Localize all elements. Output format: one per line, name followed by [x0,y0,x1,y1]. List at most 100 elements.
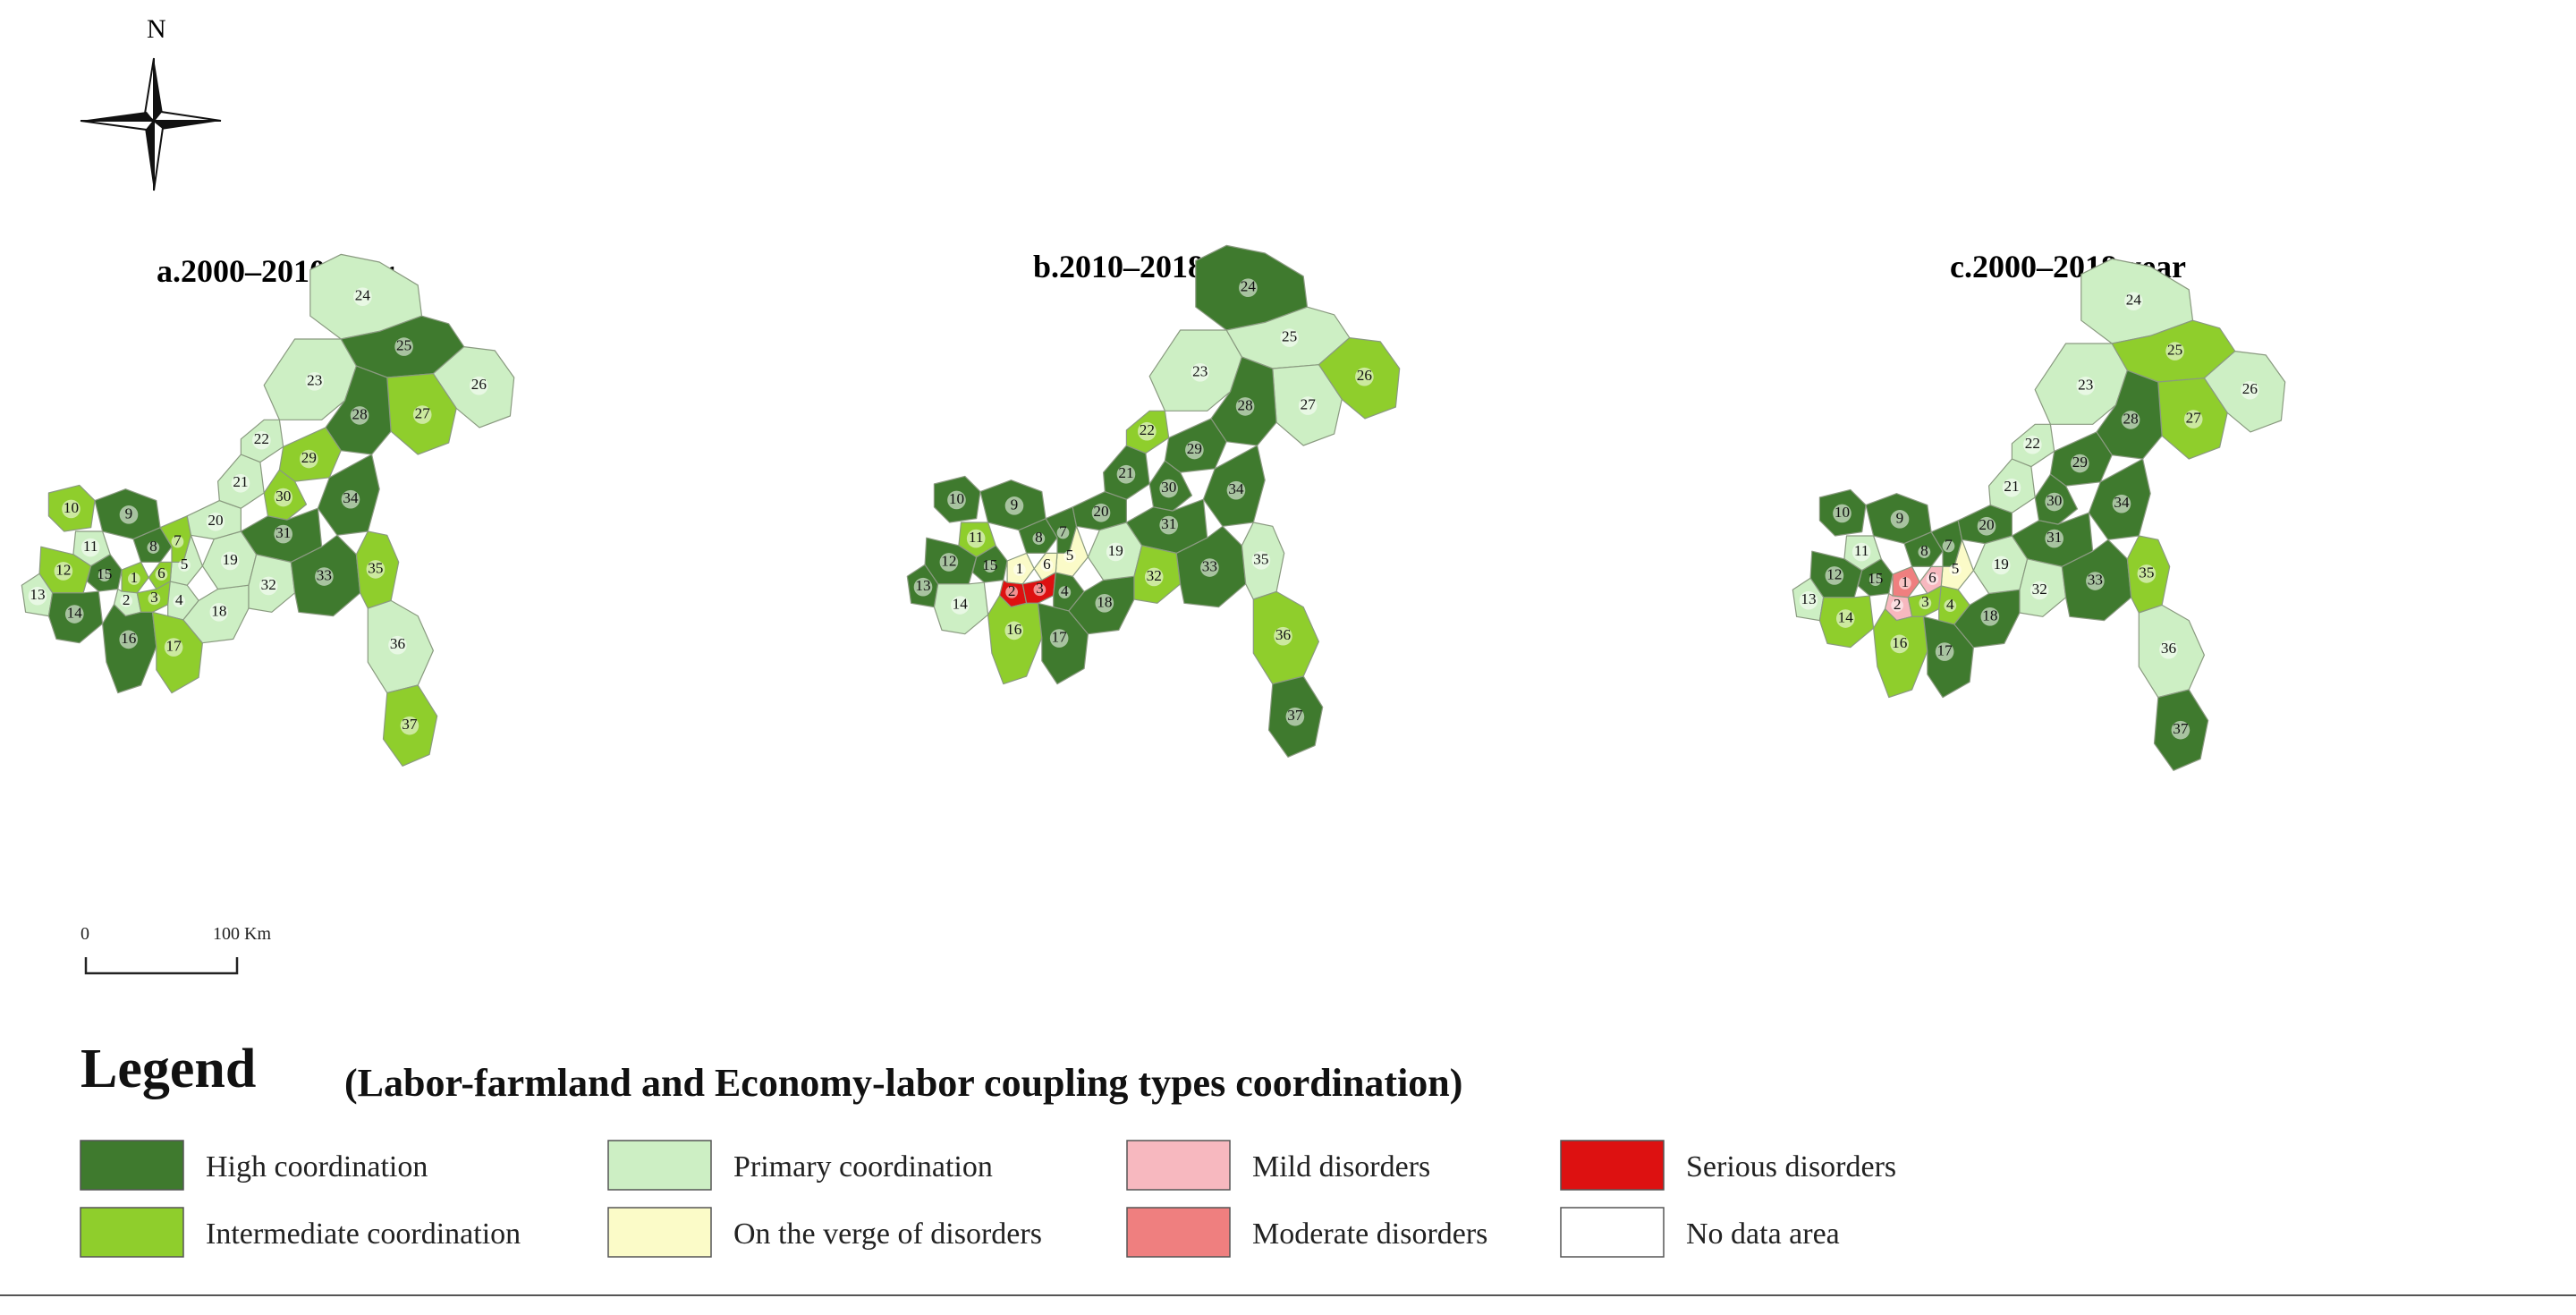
county-17-label-badge [164,638,183,657]
county-7-label: 7 [1945,536,1953,553]
county-7-label-badge [171,535,184,548]
north-arrow-south-light [153,118,165,191]
county-32-label: 32 [2032,581,2047,598]
north-arrow-label: N [147,14,166,44]
county-18-label-badge [209,602,229,622]
north-arrow-east-light [151,110,222,122]
county-25-label: 25 [396,337,411,354]
county-20-label: 20 [1979,516,1994,533]
county-14-label-badge [1835,609,1855,628]
county-16-label: 16 [1892,634,1908,651]
county-18-label-badge [1980,607,2000,626]
county-35-label-badge [2137,564,2157,583]
county-16-label-badge [1004,621,1024,641]
county-31-label-badge [274,524,293,544]
county-10-label: 10 [64,499,79,516]
county-23-label-badge [305,371,325,391]
county-15-label: 15 [97,565,112,582]
county-5-label-badge [1063,550,1076,563]
county-21-label: 21 [1118,464,1133,481]
county-8-label-badge [147,541,160,554]
county-8-label-badge [1918,546,1931,558]
county-4-label-badge [173,595,186,607]
county-23-label: 23 [1192,362,1208,379]
county-4-label-badge [1944,599,1957,612]
county-14-label-badge [950,596,970,615]
legend: Legend (Labor-farmland and Economy-labor… [80,1039,1896,1258]
county-37-label-badge [400,716,419,735]
county-11-label-badge [1852,542,1871,562]
county-32-label-badge [1144,567,1164,587]
county-13-label-badge [913,577,933,597]
county-19-label-badge [1106,542,1125,562]
county-28-label: 28 [352,405,367,422]
county-33-label: 33 [2088,571,2103,588]
county-36-label: 36 [390,635,406,652]
county-2-label: 2 [1894,596,1902,613]
county-35-label-badge [366,560,386,579]
county-22-label: 22 [254,430,269,447]
county-32-label: 32 [1147,567,1162,584]
county-20-label-badge [1977,516,1996,536]
county-21-label: 21 [233,473,248,490]
county-36-label-badge [388,635,407,655]
north-arrow: N [80,14,222,191]
county-16-label: 16 [121,630,137,647]
county-17-label-badge [1935,642,1954,661]
county-15-label-badge [97,569,111,582]
legend-swatch-primary [607,1140,712,1191]
scale-bar-line [84,957,239,975]
county-34-label: 34 [2114,494,2130,511]
county-11-label: 11 [969,529,984,546]
county-16-label: 16 [1006,621,1022,638]
county-28-label: 28 [2123,410,2138,427]
county-10-label: 10 [1835,504,1850,521]
county-29-label: 29 [1187,440,1202,457]
county-8-label: 8 [1920,542,1928,559]
county-31-label: 31 [2046,529,2062,546]
county-30-label-badge [2045,492,2064,512]
legend-label-moderate: Moderate disorders [1252,1217,1487,1251]
north-arrow-star-dark [154,58,163,121]
county-10-label-badge [62,499,80,519]
county-8-label: 8 [1035,529,1043,546]
county-11-label-badge [80,538,100,557]
legend-swatch-moderate [1126,1207,1231,1258]
county-23-label-badge [2076,376,2096,395]
county-33-label-badge [315,567,334,586]
county-18-label-badge [1095,593,1114,613]
county-27-label-badge [412,405,432,424]
county-14-label: 14 [953,595,969,612]
county-36-label-badge [2159,640,2178,659]
county-14-label-badge [64,605,84,624]
county-4-label: 4 [1946,596,1954,613]
county-3-label-badge [1919,597,1932,610]
county-12-label: 12 [941,552,956,569]
county-29-label-badge [2071,454,2089,473]
county-3-label: 3 [150,589,158,606]
county-37-label-badge [1285,707,1305,726]
north-arrow-west-light [80,120,157,132]
county-22-label-badge [2023,435,2042,454]
county-34-label: 34 [1228,480,1244,497]
county-1-label: 1 [1902,573,1910,590]
county-12-label: 12 [1826,565,1842,582]
county-1-label-badge [1898,577,1911,590]
legend-title: Legend [80,1039,256,1099]
county-29-label-badge [1185,440,1204,460]
county-6-label: 6 [1928,569,1936,586]
county-31-label-badge [2045,529,2064,548]
county-21-label-badge [1116,464,1136,484]
county-2-label: 2 [1008,582,1016,599]
county-17-label: 17 [166,637,182,654]
county-33-label-badge [2086,572,2105,590]
legend-swatch-nodata [1560,1207,1665,1258]
county-17-label-badge [1049,629,1069,648]
county-1-label: 1 [1016,560,1024,577]
county-27-label-badge [2183,410,2203,428]
county-19-label: 19 [223,551,238,568]
county-37-label: 37 [402,716,418,733]
county-1-label: 1 [131,569,139,586]
